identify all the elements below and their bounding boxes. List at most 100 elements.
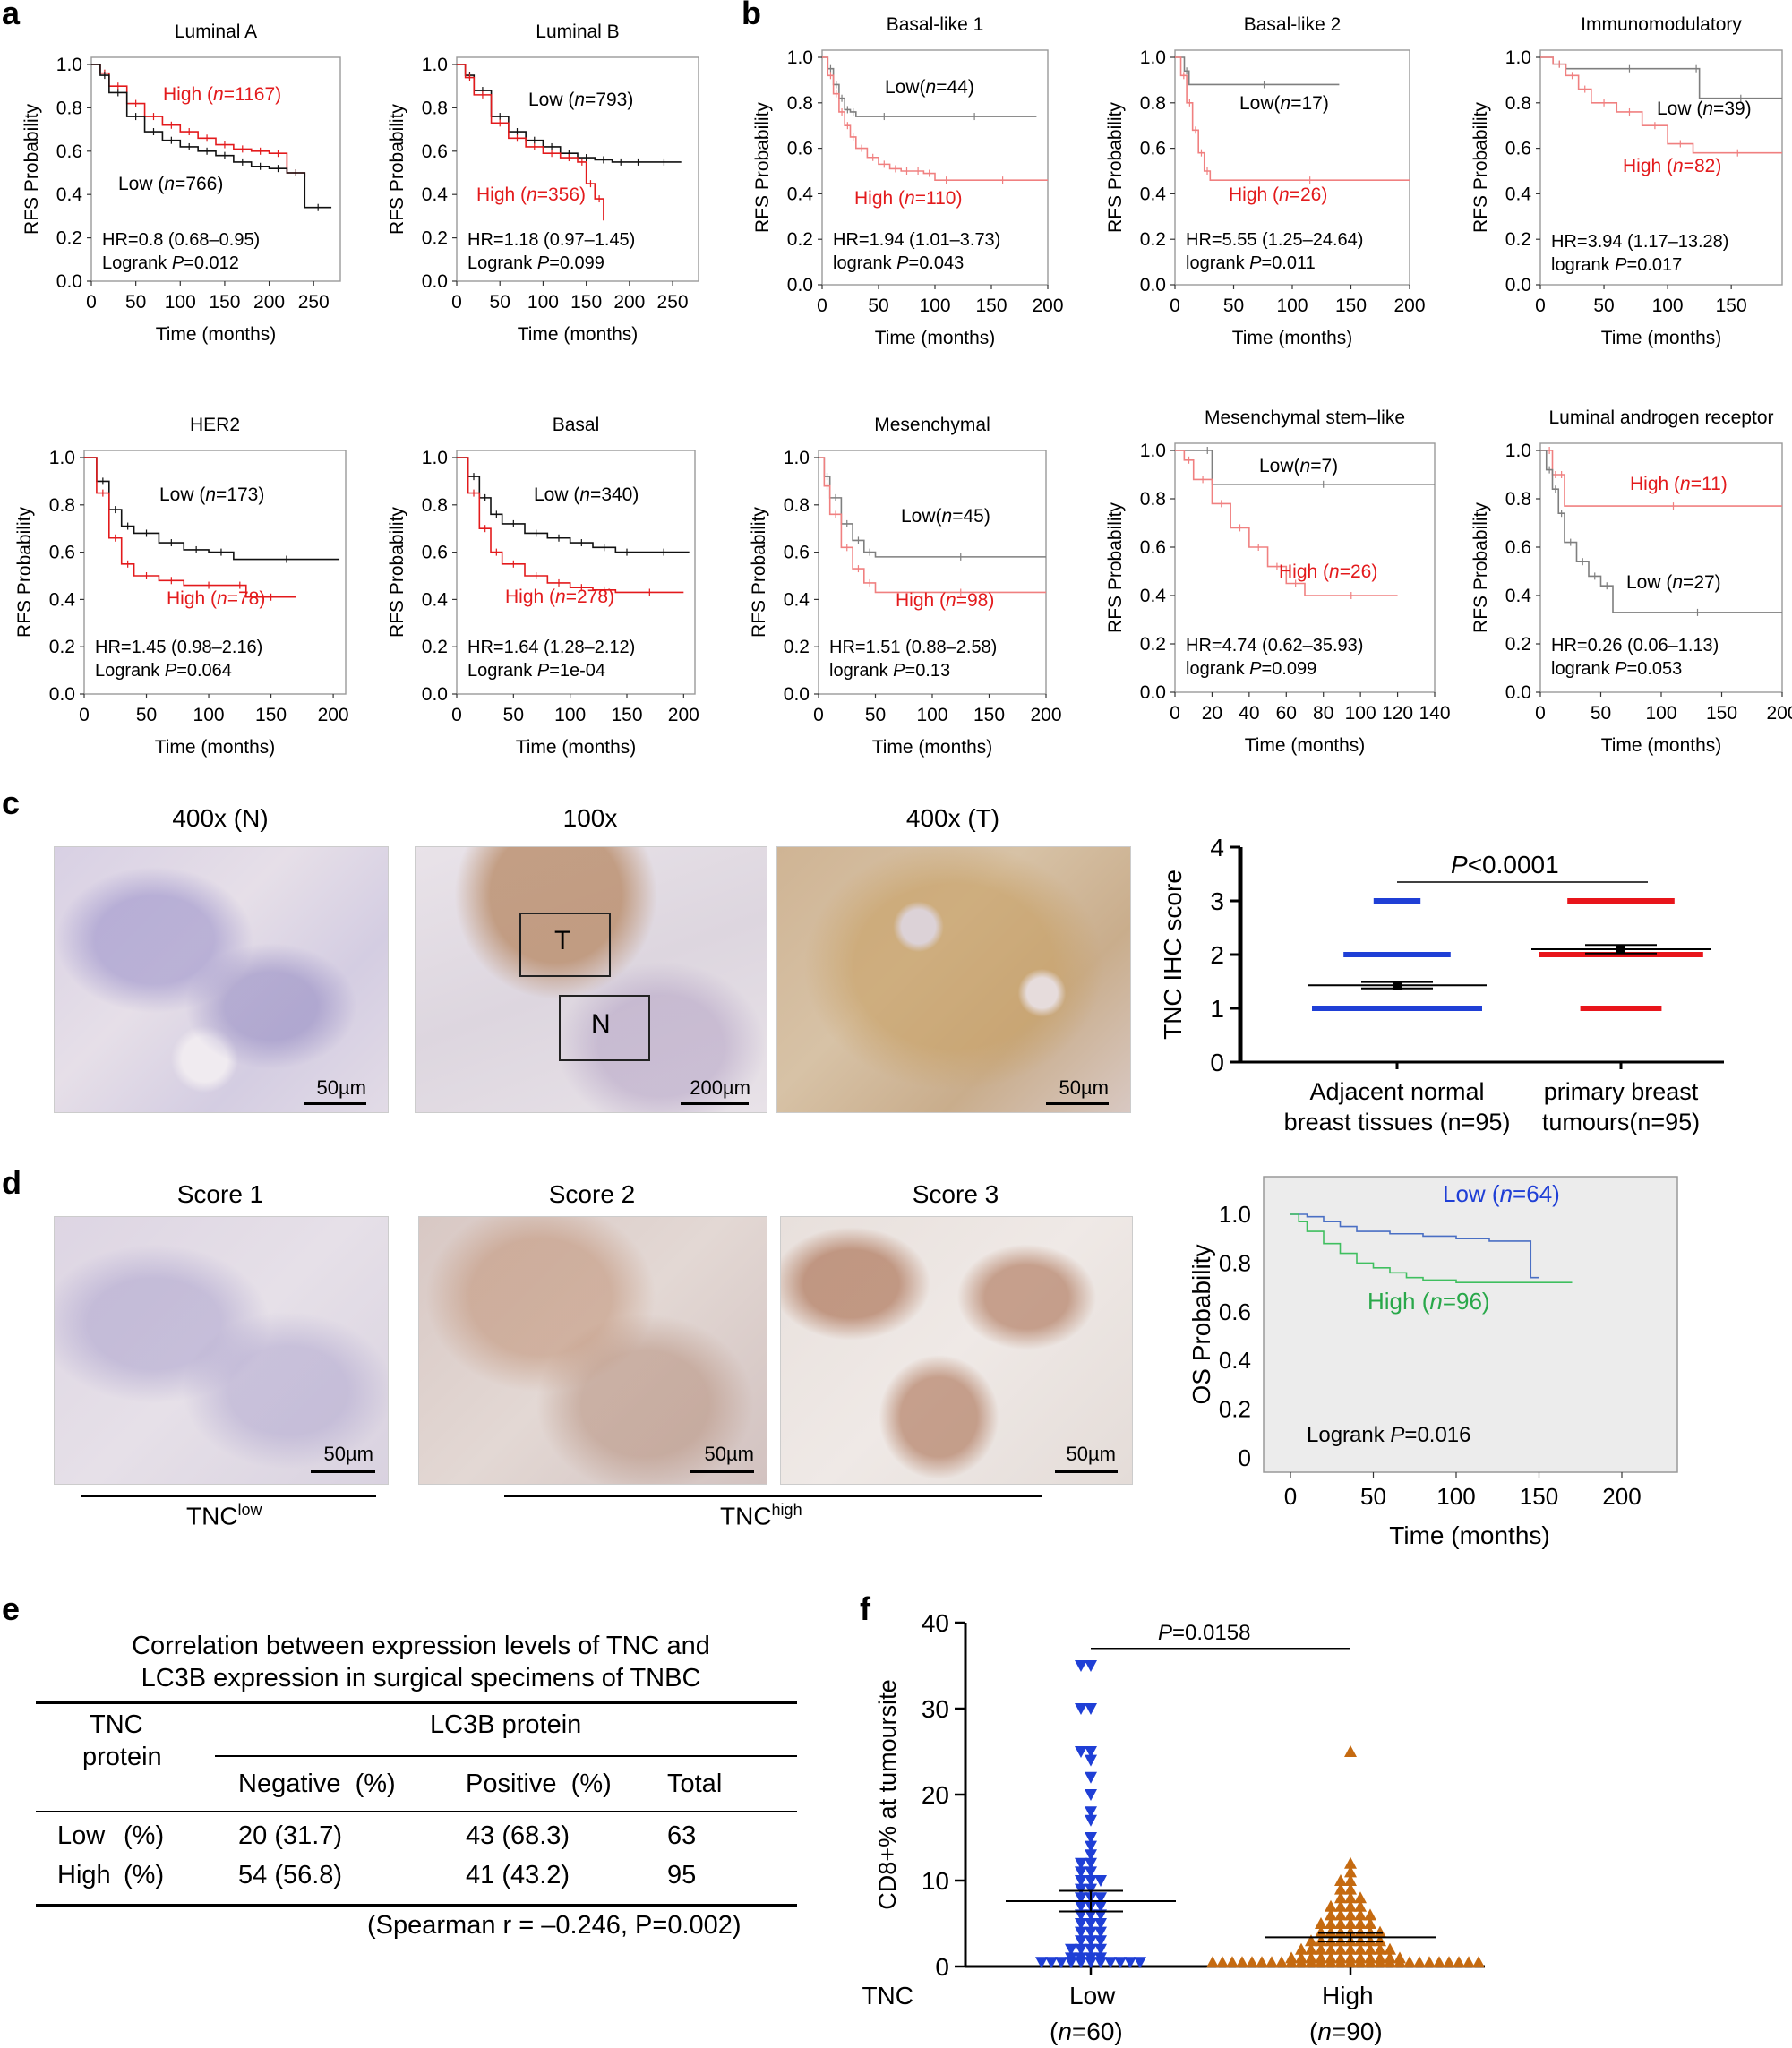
col-positive-label: Positive: [466, 1770, 557, 1798]
km-curve-b1-low: [822, 56, 1037, 117]
km-annotation-b5-1: logrank P=0.099: [1186, 659, 1316, 679]
km-curve-b2-high: [1175, 56, 1410, 181]
f-point-1-42: [1354, 1942, 1367, 1955]
f-point-1-71: [1295, 1956, 1308, 1968]
f-point-1-76: [1413, 1956, 1426, 1968]
table-e-footnote: (Spearman r = –0.246, P=0.002): [367, 1911, 742, 1940]
micro-c3-scalebar-label: 50µm: [1059, 1076, 1109, 1099]
f-point-1-47: [1305, 1942, 1317, 1955]
km-ytick-label-a2-2: 0.4: [422, 184, 449, 205]
km-xtick-label-b4-0: 0: [813, 705, 824, 725]
d-ytick-label-4: 0.8: [1219, 1249, 1251, 1276]
micrograph-d1: 50µm: [54, 1216, 389, 1485]
d-ytick-label-5: 1.0: [1219, 1201, 1251, 1228]
km-ytick-label-b3-4: 0.8: [1505, 93, 1531, 114]
km-xtick-label-a2-2: 100: [527, 292, 559, 313]
f-point-1-26: [1334, 1925, 1347, 1938]
km-ytick-label-b4-1: 0.2: [784, 637, 810, 657]
km-ytick-label-b5-3: 0.6: [1140, 537, 1166, 558]
f-point-1-44: [1364, 1942, 1376, 1955]
km-xtick-label-b5-2: 40: [1239, 703, 1259, 724]
f-point-1-30: [1315, 1925, 1327, 1938]
km-xtick-label-a4-4: 200: [668, 705, 699, 725]
f-point-1-24: [1315, 1917, 1327, 1929]
km-chart-a4: [452, 450, 696, 698]
km-legend-a3-low: Low (n=173): [159, 484, 264, 505]
c-dots-1-2: [1539, 952, 1703, 957]
f-point-1-74: [1403, 1956, 1416, 1968]
f-point-0-14: [1085, 1857, 1097, 1870]
km-ytick-label-a4-2: 0.4: [422, 589, 449, 610]
f-point-0-32: [1085, 1918, 1097, 1930]
f-point-1-68: [1374, 1956, 1386, 1968]
km-title-b6: Luminal androgen receptor: [1549, 407, 1774, 428]
f-point-1-10: [1344, 1899, 1357, 1912]
f-point-0-20: [1094, 1875, 1107, 1887]
km-title-b1: Basal-like 1: [887, 14, 984, 35]
km-chart-b3: [1536, 49, 1783, 289]
f-point-0-31: [1094, 1909, 1107, 1922]
d-xtick-label-1: 50: [1360, 1483, 1386, 1510]
f-point-1-28: [1325, 1925, 1337, 1938]
f-point-1-78: [1423, 1956, 1436, 1968]
km-ytick-label-b2-4: 0.8: [1140, 93, 1166, 114]
box-tumour-label: T: [554, 926, 571, 955]
km-chart-a3: [80, 450, 347, 698]
f-point-1-88: [1472, 1956, 1485, 1968]
f-point-1-0: [1344, 1745, 1357, 1757]
f-category-1-1: (n=90): [1309, 2018, 1383, 2045]
f-point-1-19: [1344, 1917, 1357, 1929]
km-annotation-a2-0: HR=1.18 (0.97–1.45): [467, 230, 635, 250]
km-legend-b6-high: High (n=11): [1630, 474, 1728, 494]
km-ytick-label-a3-3: 0.6: [49, 543, 75, 563]
km-xtick-label-b3-3: 150: [1716, 296, 1747, 316]
f-point-0-33: [1075, 1918, 1087, 1930]
km-annotation-b5-0: HR=4.74 (0.62–35.93): [1186, 636, 1363, 656]
f-point-1-31: [1374, 1925, 1386, 1938]
km-annotation-a3-1: Logrank P=0.064: [95, 661, 232, 681]
f-point-1-45: [1315, 1942, 1327, 1955]
col-negative-label: Negative: [238, 1770, 341, 1798]
panel-letter-c: c: [2, 784, 21, 821]
km-ytick-label-b1-0: 0.0: [787, 275, 813, 296]
km-xtick-label-b1-1: 50: [868, 296, 888, 316]
c-ytick-label-1: 1: [1210, 995, 1224, 1023]
km-legend-a4-high: High (n=278): [505, 587, 614, 607]
col-positive-unit: (%): [570, 1770, 612, 1798]
f-point-1-81: [1246, 1956, 1258, 1968]
f-point-0-29: [1085, 1909, 1097, 1922]
f-point-0-25: [1094, 1892, 1107, 1905]
km-annotation-b4-0: HR=1.51 (0.88–2.58): [829, 638, 997, 657]
micro-d1-scalebar: [311, 1470, 375, 1473]
d-ytick-label-1: 0.2: [1219, 1396, 1251, 1423]
col-positive: Positive (%): [466, 1770, 612, 1799]
f-point-1-75: [1275, 1956, 1288, 1968]
f-point-1-11: [1334, 1899, 1347, 1912]
km-ytick-label-a3-4: 0.8: [49, 495, 75, 516]
d-legend-low: Low (n=64): [1443, 1180, 1560, 1207]
km-xtick-label-b5-3: 60: [1276, 703, 1297, 724]
km-frame-b3: [1539, 49, 1783, 286]
f-point-0-39: [1075, 1935, 1087, 1948]
c-mean-marker-0: [1393, 981, 1402, 990]
km-xtick-label-b6-2: 100: [1645, 703, 1676, 724]
group-header: LC3B protein: [430, 1710, 582, 1739]
table-row-low: Low (%) 20 (31.7) 43 (68.3) 63: [36, 1821, 797, 1857]
km-annotation-a1-0: HR=0.8 (0.68–0.95): [102, 230, 260, 250]
tnc-low-sup: low: [237, 1501, 262, 1519]
f-point-1-34: [1354, 1934, 1367, 1947]
km-frame-b5: [1174, 442, 1436, 693]
f-point-1-49: [1295, 1942, 1308, 1955]
row-low-label: Low: [57, 1821, 106, 1850]
km-ytick-label-a2-5: 1.0: [422, 55, 448, 75]
table-e: TNC protein LC3B protein Negative (%) Po…: [36, 1701, 797, 1934]
km-curve-a4-low: [457, 457, 690, 553]
km-xtick-label-b4-1: 50: [865, 705, 886, 725]
micro-d1-scalebar-label: 50µm: [323, 1443, 373, 1465]
f-point-1-69: [1305, 1956, 1317, 1968]
km-xtick-label-a2-4: 200: [613, 292, 645, 313]
f-point-1-41: [1334, 1942, 1347, 1955]
micro-d2-scalebar: [690, 1470, 754, 1473]
km-chart-b6: [1536, 442, 1783, 697]
row-header-line2: protein: [82, 1743, 162, 1771]
